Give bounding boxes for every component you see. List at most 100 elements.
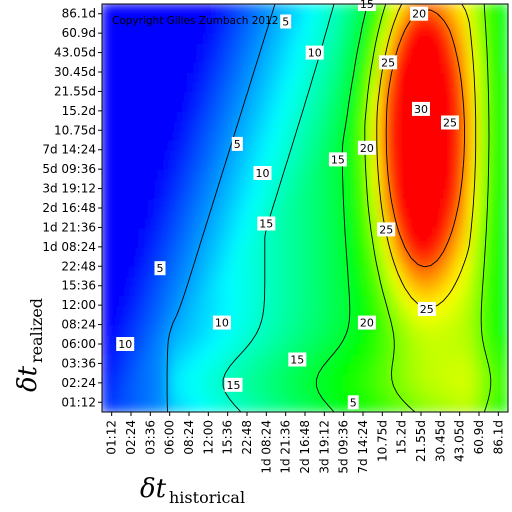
heat-cell [188,372,200,384]
heat-cell [294,381,306,394]
heat-cell [265,304,277,316]
contour-label-text: 20 [360,317,374,330]
heat-cell [284,32,297,44]
y-tick-label: 1d 08:24 [42,240,96,254]
heat-cell [429,158,442,171]
contour-label-text: 30 [414,103,428,116]
heat-cell [246,139,258,151]
heat-cell [168,61,181,73]
x-tick-label: 1d 21:36 [279,420,293,474]
heat-cell [294,294,306,307]
heat-cell [487,323,500,336]
heat-cell [110,294,123,307]
heat-cell [487,255,500,268]
heat-cell [275,80,287,93]
heat-cell [159,216,171,229]
heat-cell [342,265,355,277]
heat-cell [468,323,480,336]
heat-cell [371,207,384,219]
heat-cell [352,255,364,268]
heat-cell [246,381,258,394]
heat-cell [410,381,422,394]
contour-label-bg [377,222,396,237]
heat-cell [313,148,326,161]
heat-cell [304,119,316,132]
heat-cell [487,80,500,93]
heat-cell [284,158,297,171]
heat-cell [226,22,239,35]
heat-cell [449,381,461,394]
heat-cell [400,80,413,93]
heat-cell [323,333,335,345]
heat-cell [439,381,451,394]
heat-cell [246,168,258,180]
heat-cell [139,187,152,200]
heat-cell [149,401,161,412]
heat-cell [342,255,355,268]
heat-cell [362,100,374,112]
heat-cell [362,236,374,248]
heat-cell [139,80,152,93]
heat-cell [188,168,200,180]
y-tick-label: 15:36 [61,279,96,293]
heat-cell [207,12,219,25]
heat-cell [246,4,258,15]
heat-cell [458,245,471,258]
heat-cell [420,372,432,384]
heat-cell [130,401,142,412]
y-axis-label-sub: realized [27,298,46,363]
heat-cell [130,168,142,180]
heat-cell [139,236,152,248]
heat-cell [381,236,393,248]
heat-cell [304,265,316,277]
heat-cell [458,100,471,112]
heat-cell [159,323,171,336]
heat-cell [371,4,384,15]
heat-cell [294,304,306,316]
heat-cell [468,275,480,287]
x-tick-label: 2d 16:48 [298,420,312,474]
x-tick-label: 3d 19:12 [317,420,331,474]
heat-cell [323,168,335,180]
contour-label-bg [379,55,398,70]
heat-cell [400,197,413,209]
heat-cell [333,313,345,326]
contour-label-text: 10 [308,47,322,60]
heat-cell [497,197,508,209]
heat-cell [159,275,171,287]
heat-cell [497,129,508,141]
heat-cell [323,207,335,219]
heat-cell [410,216,422,229]
heat-cell [458,90,471,103]
heat-cell [304,22,316,35]
heat-cell [120,207,132,219]
heat-cell [391,343,403,355]
heat-cell [246,236,258,248]
contour-line-20 [364,4,492,412]
heat-cell [275,158,287,171]
heat-cell [246,187,258,200]
heat-cell [110,61,123,73]
heat-cell [265,275,277,287]
heat-cell [478,313,490,326]
heat-cell [102,284,113,297]
heat-cell [478,294,490,307]
heat-cell [304,100,316,112]
y-tick-label: 60.9d [62,26,96,40]
heat-cell [197,323,210,336]
heat-cell [391,304,403,316]
y-tick-label: 86.1d [62,7,96,21]
heat-cell [410,148,422,161]
heat-cell [420,294,432,307]
heat-cell [323,372,335,384]
heat-cell [120,265,132,277]
heat-cell [178,284,190,297]
heat-cell [333,41,345,54]
heat-cell [439,12,451,25]
heat-cell [284,362,297,375]
heat-cell [149,119,161,132]
heat-cell [217,294,229,307]
y-tick-label: 15.2d [62,104,96,118]
heat-cell [478,401,490,412]
heat-cell [458,80,471,93]
